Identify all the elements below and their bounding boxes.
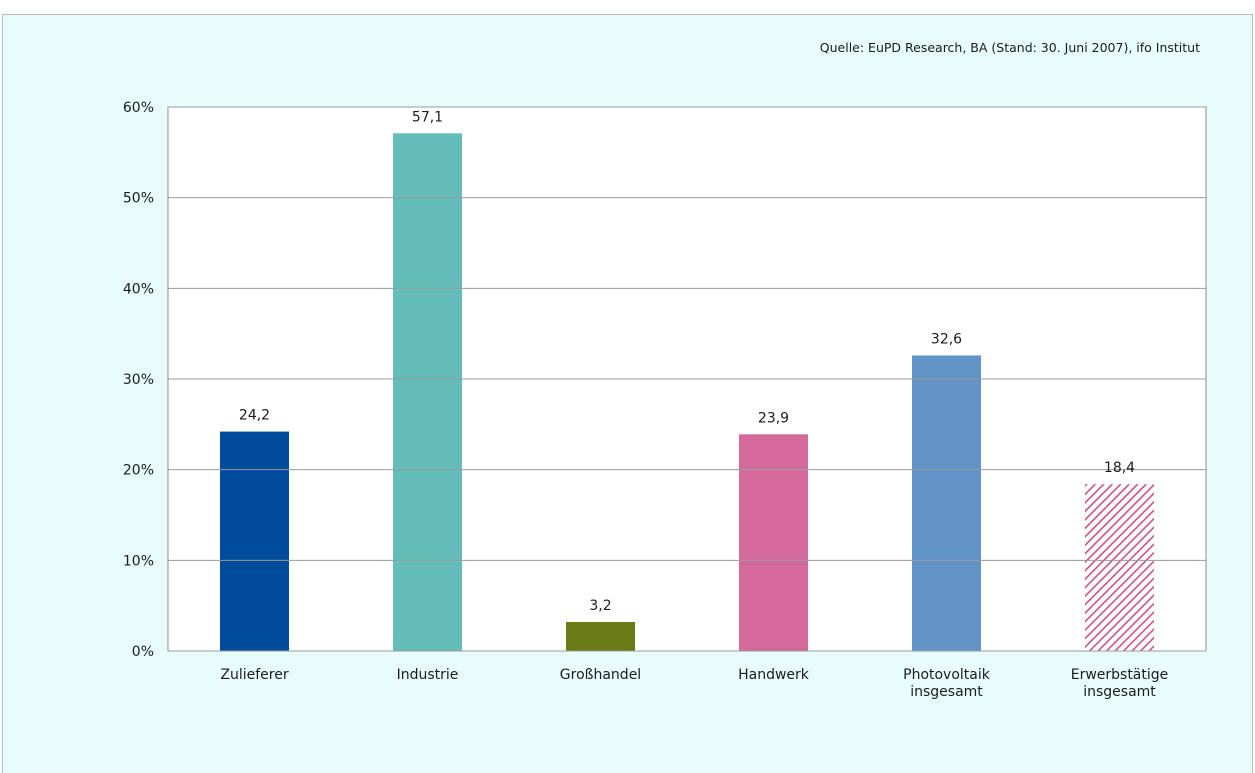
data-label: 24,2 xyxy=(239,408,270,424)
y-tick-label: 30% xyxy=(123,372,154,388)
data-label: 23,9 xyxy=(758,410,789,426)
y-tick-label: 40% xyxy=(123,281,154,297)
x-tick-label: insgesamt xyxy=(1083,684,1156,700)
x-tick-label: Großhandel xyxy=(560,667,641,683)
y-tick-label: 60% xyxy=(123,100,154,116)
bar xyxy=(220,431,289,651)
labels: 0% 10% 20% 30% 40% 50% 60% 24,2 Zulieferer 57,1 In… xyxy=(123,100,1206,700)
bar xyxy=(912,355,981,651)
bar xyxy=(393,133,462,651)
bar xyxy=(739,434,808,651)
data-label: 57,1 xyxy=(412,109,443,125)
y-tick-label: 0% xyxy=(132,644,154,660)
bar xyxy=(566,621,635,651)
bars xyxy=(220,133,1154,651)
y-tick-label: 10% xyxy=(123,553,154,569)
bar xyxy=(1085,484,1154,651)
x-tick-label: Industrie xyxy=(397,667,459,683)
y-tick-label: 50% xyxy=(123,191,154,207)
x-tick-label: Zulieferer xyxy=(220,667,288,683)
data-label: 3,2 xyxy=(589,598,611,614)
x-tick-label: Photovoltaik xyxy=(903,667,991,683)
x-tick-label: Erwerbstätige xyxy=(1071,667,1169,683)
data-label: 18,4 xyxy=(1104,460,1135,476)
data-label: 32,6 xyxy=(931,331,962,347)
source-note: Quelle: EuPD Research, BA (Stand: 30. Ju… xyxy=(819,40,1200,55)
x-tick-label: insgesamt xyxy=(910,684,983,700)
y-tick-label: 20% xyxy=(123,463,154,479)
x-tick-label: Handwerk xyxy=(738,667,810,683)
